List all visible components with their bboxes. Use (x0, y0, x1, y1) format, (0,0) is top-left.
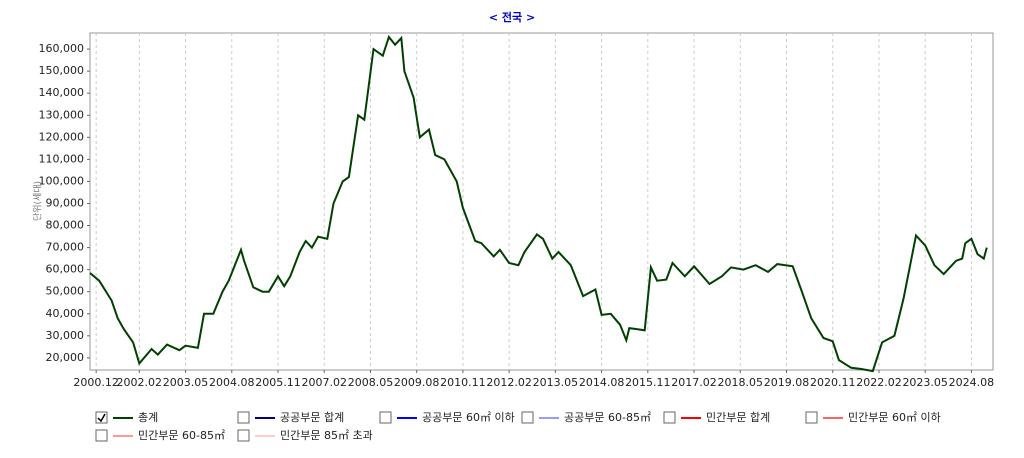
legend-label[interactable]: 민간부문 60-85㎡ (138, 429, 225, 442)
legend-checkbox[interactable] (663, 411, 676, 424)
x-tick-label: 2008.05 (348, 376, 394, 389)
y-tick-label: 140,000 (39, 86, 85, 99)
y-tick-label: 160,000 (39, 42, 85, 55)
y-tick-label: 70,000 (46, 241, 85, 254)
y-tick-label: 120,000 (39, 130, 85, 143)
y-axis-label: 단위(세대) (33, 181, 44, 221)
x-tick-label: 2022.02 (856, 376, 902, 389)
x-tick-label: 2017.02 (671, 376, 717, 389)
y-tick-label: 90,000 (46, 196, 85, 209)
y-tick-label: 100,000 (39, 174, 85, 187)
y-tick-label: 20,000 (46, 351, 85, 364)
y-tick-label: 150,000 (39, 64, 85, 77)
x-tick-label: 2020.11 (810, 376, 856, 389)
x-tick-label: 2023.05 (902, 376, 948, 389)
x-tick-label: 2007.02 (301, 376, 347, 389)
x-tick-label: 2000.12 (73, 376, 119, 389)
chart-title: < 전국 > (489, 10, 535, 24)
x-tick-label: 2013.05 (533, 376, 579, 389)
legend-checkbox[interactable] (95, 411, 108, 424)
legend-label[interactable]: 민간부문 60㎡ 이하 (848, 410, 941, 424)
x-tick-label: 2018.05 (718, 376, 764, 389)
legend-checkbox[interactable] (237, 411, 250, 424)
x-tick-label: 2014.08 (579, 376, 625, 389)
legend-label[interactable]: 공공부문 60-85㎡ (564, 411, 651, 424)
y-tick-label: 50,000 (46, 285, 85, 298)
y-tick-label: 60,000 (46, 263, 85, 276)
x-tick-label: 2005.11 (255, 376, 301, 389)
legend-checkbox[interactable] (521, 411, 534, 424)
y-tick-label: 80,000 (46, 219, 85, 232)
y-tick-label: 110,000 (39, 152, 85, 165)
plot-frame (89, 32, 994, 371)
y-tick-label: 30,000 (46, 329, 85, 342)
legend-checkbox[interactable] (805, 411, 818, 424)
x-tick-label: 2010.11 (440, 376, 486, 389)
legend-label[interactable]: 민간부문 85㎡ 초과 (280, 429, 373, 442)
legend-label[interactable]: 총계 (138, 411, 158, 424)
x-tick-label: 2009.08 (394, 376, 440, 389)
legend-checkbox[interactable] (379, 411, 392, 424)
legend-label[interactable]: 공공부문 합계 (280, 411, 344, 424)
legend-checkmark[interactable] (97, 413, 106, 423)
series-line (89, 34, 988, 373)
legend-checkbox[interactable] (95, 429, 108, 442)
legend-label[interactable]: 공공부문 60㎡ 이하 (422, 410, 515, 424)
y-tick-label: 130,000 (39, 108, 85, 121)
x-tick-label: 2004.08 (209, 376, 255, 389)
x-tick-label: 2002.02 (117, 376, 163, 389)
legend-checkbox[interactable] (237, 429, 250, 442)
x-tick-label: 2012.02 (486, 376, 532, 389)
x-tick-label: 2003.05 (163, 376, 209, 389)
legend-label[interactable]: 민간부문 합계 (706, 411, 770, 424)
y-tick-label: 40,000 (46, 307, 85, 320)
x-tick-label: 2019.08 (764, 376, 810, 389)
x-tick-label: 2015.11 (625, 376, 671, 389)
x-tick-label: 2024.08 (949, 376, 995, 389)
